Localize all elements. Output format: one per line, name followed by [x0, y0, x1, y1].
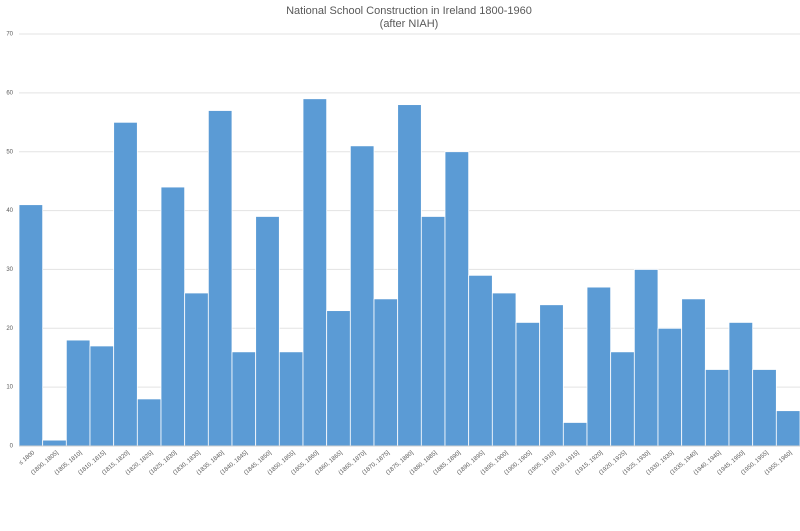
bar	[633, 269, 659, 447]
bar	[302, 98, 328, 447]
bar	[397, 104, 422, 447]
bar	[775, 410, 800, 447]
bar	[728, 321, 754, 447]
bar	[420, 216, 446, 447]
bar	[278, 351, 304, 447]
bar	[562, 422, 588, 447]
bar	[65, 339, 91, 447]
bar	[231, 351, 257, 447]
bar	[184, 292, 209, 447]
bar	[704, 369, 730, 447]
bar	[586, 286, 612, 447]
x-tick-label: ≤ 1800	[18, 450, 36, 467]
y-tick-label: 40	[6, 208, 13, 214]
chart-title: National School Construction in Ireland …	[286, 5, 532, 17]
bar	[752, 369, 777, 447]
bar	[207, 110, 233, 447]
bar	[160, 186, 186, 447]
y-tick-label: 50	[6, 149, 13, 155]
bar	[491, 292, 517, 447]
bar	[113, 121, 138, 447]
y-tick-label: 70	[6, 32, 13, 38]
y-tick-label: 10	[6, 385, 13, 391]
chart-subtitle: (after NIAH)	[380, 18, 439, 30]
y-tick-label: 20	[6, 326, 13, 332]
bar	[681, 298, 706, 447]
bar	[444, 151, 470, 447]
y-tick-label: 60	[6, 90, 13, 96]
bar	[349, 145, 375, 447]
bar	[136, 398, 162, 447]
bar	[89, 345, 115, 447]
bar	[515, 321, 541, 447]
y-tick-label: 30	[6, 267, 13, 273]
bar	[255, 216, 280, 447]
bar	[468, 274, 493, 447]
bar	[373, 298, 399, 447]
bar	[326, 310, 351, 447]
bar	[42, 439, 67, 447]
bar	[610, 351, 635, 447]
y-tick-label: 0	[10, 444, 14, 450]
bar	[539, 304, 564, 447]
bar	[657, 327, 683, 447]
bar	[18, 204, 44, 447]
